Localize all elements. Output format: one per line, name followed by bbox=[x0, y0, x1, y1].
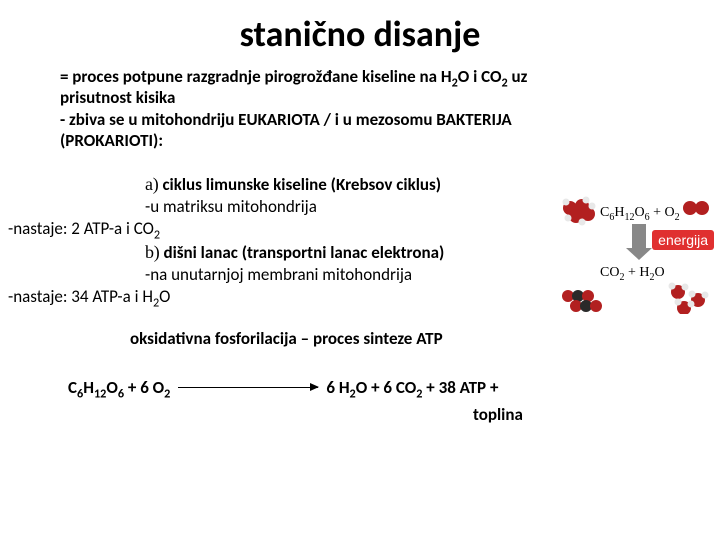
o2-molecule-icon bbox=[683, 201, 709, 215]
a-location: -u matriksu mitohondrija bbox=[145, 196, 317, 217]
a-produces-text: -nastaje: 2 ATP-a i CO bbox=[8, 218, 154, 239]
eq-rhs: 6 H2O + 6 CO2 + 38 ATP + bbox=[326, 377, 498, 398]
h2o-molecule-icon bbox=[669, 283, 709, 315]
eq-lhs: C6H12O6 + 6 O2 bbox=[68, 377, 170, 398]
final-equation: C6H12O6 + 6 O2 6 H2O + 6 CO2 + 38 ATP + bbox=[0, 349, 720, 398]
oxphos-rest: – proces sinteze ATP bbox=[301, 328, 443, 349]
down-arrow-icon bbox=[626, 224, 652, 260]
intro-1c: uz bbox=[508, 66, 528, 87]
intro-paragraph: = proces potpune razgradnje pirogrožđane… bbox=[0, 66, 720, 151]
oxphos-bold: oksidativna fosforilacija bbox=[130, 328, 301, 349]
oxphos-line: oksidativna fosforilacija – proces sinte… bbox=[0, 308, 720, 349]
intro-1a: = proces potpune razgradnje pirogrožđane… bbox=[60, 66, 452, 87]
intro-2: prisutnost kisika bbox=[60, 87, 660, 108]
intro-1b: O i CO bbox=[458, 66, 502, 87]
b-label: b) bbox=[145, 242, 160, 262]
page-title: stanično disanje bbox=[0, 0, 720, 66]
equation-arrow-icon bbox=[178, 387, 318, 388]
reaction-graphic: C6H12O6 + O2 CO2 + H2O bbox=[558, 196, 716, 314]
energija-badge: energija bbox=[652, 230, 714, 250]
b-produces-text: -nastaje: 34 ATP-a i H bbox=[8, 286, 153, 307]
co2-molecule-icon bbox=[562, 290, 602, 312]
glucose-molecule-icon bbox=[563, 197, 596, 226]
intro-4: (PROKARIOTI): bbox=[60, 130, 660, 151]
b-produces-suffix: O bbox=[159, 286, 170, 307]
b-heading: dišni lanac (transportni lanac elektrona… bbox=[163, 242, 444, 263]
toplina-label: toplina bbox=[0, 398, 720, 425]
formula-top: C6H12O6 + O2 bbox=[600, 205, 680, 223]
a-label: a) bbox=[145, 174, 159, 194]
intro-3: - zbiva se u mitohondriju EUKARIOTA / i … bbox=[60, 109, 660, 130]
formula-bottom: CO2 + H2O bbox=[600, 265, 665, 283]
b-location: -na unutarnjoj membrani mitohondrija bbox=[145, 264, 412, 285]
a-heading: ciklus limunske kiseline (Krebsov ciklus… bbox=[162, 174, 441, 195]
